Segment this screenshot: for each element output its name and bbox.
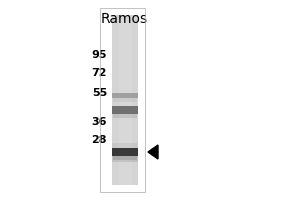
Text: 72: 72: [92, 68, 107, 78]
Bar: [112, 15, 138, 185]
Bar: [113, 114, 137, 118]
Polygon shape: [148, 145, 158, 159]
Text: 95: 95: [92, 50, 107, 60]
Bar: [113, 156, 137, 160]
Bar: [112, 156, 138, 162]
Bar: [112, 143, 138, 148]
Bar: [112, 148, 138, 156]
Text: 55: 55: [92, 88, 107, 98]
Text: 36: 36: [92, 117, 107, 127]
Text: Ramos: Ramos: [100, 12, 148, 26]
Text: 28: 28: [92, 135, 107, 145]
Bar: [113, 98, 137, 102]
Bar: [118, 15, 131, 185]
Bar: [100, 8, 145, 192]
Bar: [112, 92, 138, 98]
Bar: [112, 106, 138, 114]
